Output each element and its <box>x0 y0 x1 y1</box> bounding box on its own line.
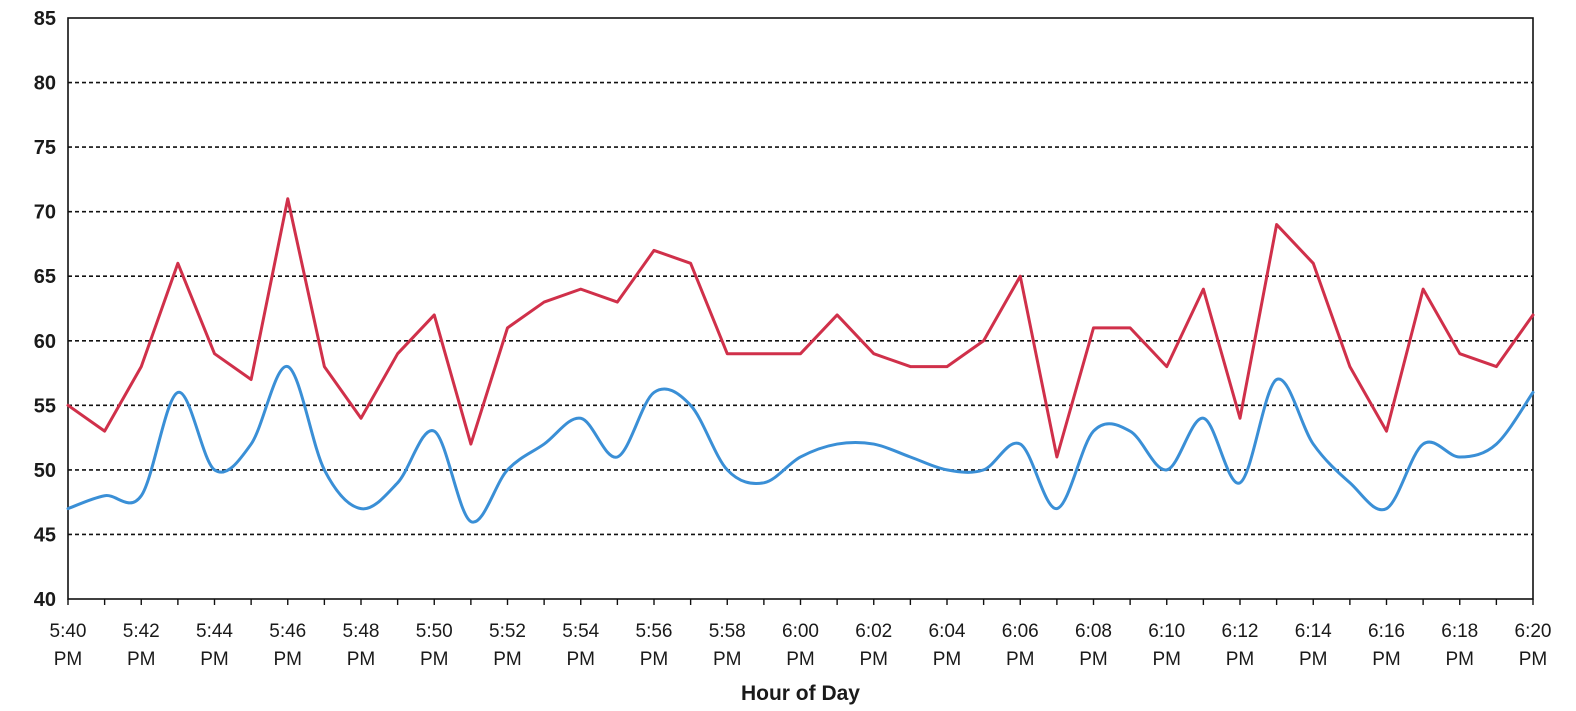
x-tick-label-time: 6:18 <box>1441 621 1478 642</box>
x-tick-label-ampm: PM <box>1079 649 1108 670</box>
x-tick-label-ampm: PM <box>127 649 156 670</box>
y-tick-label: 65 <box>34 266 56 288</box>
gridlines <box>67 81 1534 605</box>
x-tick-label-ampm: PM <box>713 649 742 670</box>
x-tick-label-time: 6:08 <box>1075 621 1112 642</box>
x-tick-label-time: 6:12 <box>1222 621 1259 642</box>
x-tick-label-time: 6:20 <box>1515 621 1552 642</box>
x-tick-label-ampm: PM <box>1299 649 1328 670</box>
x-tick-label-ampm: PM <box>493 649 522 670</box>
x-tick-label-time: 5:54 <box>562 621 599 642</box>
x-tick-label-ampm: PM <box>200 649 229 670</box>
x-tick-label-time: 6:06 <box>1002 621 1039 642</box>
x-tick-label-time: 6:00 <box>782 621 819 642</box>
x-axis-ticks: 5:40 PM 5:42 PM 5:44 PM 5:46 PM 5:48 PM 5:50 PM 5:52… <box>50 621 1552 670</box>
y-tick-label: 85 <box>34 8 56 30</box>
x-tick-label-ampm: PM <box>1446 649 1475 670</box>
x-tick-label-time: 6:04 <box>929 621 966 642</box>
x-tick-label-time: 6:16 <box>1368 621 1405 642</box>
x-tick-label-ampm: PM <box>640 649 669 670</box>
x-tick-label-ampm: PM <box>420 649 449 670</box>
x-tick-label-ampm: PM <box>347 649 376 670</box>
x-tick-label-time: 5:56 <box>636 621 673 642</box>
x-tick-label-time: 5:40 <box>50 621 87 642</box>
x-tick-label-ampm: PM <box>1006 649 1035 670</box>
x-tick-label-time: 5:52 <box>489 621 526 642</box>
x-tick-label-time: 6:14 <box>1295 621 1332 642</box>
x-tick-label-ampm: PM <box>567 649 596 670</box>
x-tick-label-ampm: PM <box>1226 649 1255 670</box>
x-tick-label-ampm: PM <box>54 649 83 670</box>
x-tick-label-ampm: PM <box>274 649 303 670</box>
series-line-1 <box>66 197 1535 459</box>
series-lines <box>66 197 1535 524</box>
x-tick-label-time: 5:46 <box>269 621 306 642</box>
y-tick-label: 50 <box>34 460 56 482</box>
x-tick-label-time: 6:10 <box>1148 621 1185 642</box>
y-axis-ticks: 40 45 50 55 60 65 70 75 80 85 <box>34 8 56 611</box>
x-tick-label-ampm: PM <box>933 649 962 670</box>
x-tick-label-time: 5:44 <box>196 621 233 642</box>
x-tick-label-ampm: PM <box>786 649 815 670</box>
y-tick-label: 55 <box>34 395 56 417</box>
series-line-2 <box>66 365 1535 524</box>
y-tick-label: 80 <box>34 73 56 95</box>
x-tick-label-time: 5:48 <box>343 621 380 642</box>
x-tick-label-ampm: PM <box>1372 649 1401 670</box>
x-axis-title: Hour of Day <box>741 682 860 705</box>
y-tick-label: 75 <box>34 137 56 159</box>
plot-frame <box>67 17 1534 600</box>
y-tick-label: 60 <box>34 331 56 353</box>
x-tick-label-ampm: PM <box>1519 649 1548 670</box>
y-tick-label: 40 <box>34 589 56 611</box>
x-tick-label-time: 5:42 <box>123 621 160 642</box>
x-tick-label-time: 5:50 <box>416 621 453 642</box>
y-tick-label: 45 <box>34 524 56 546</box>
x-tick-label-time: 5:58 <box>709 621 746 642</box>
x-tick-label-time: 6:02 <box>855 621 892 642</box>
x-tick-label-ampm: PM <box>1153 649 1182 670</box>
x-tick-label-ampm: PM <box>860 649 889 670</box>
y-tick-label: 70 <box>34 202 56 224</box>
